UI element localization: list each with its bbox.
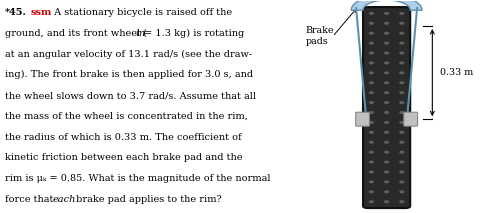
Circle shape <box>369 171 373 173</box>
Circle shape <box>369 122 373 123</box>
Circle shape <box>385 52 388 54</box>
Circle shape <box>369 161 373 163</box>
Circle shape <box>369 42 373 44</box>
Text: the radius of which is 0.33 m. The coefficient of: the radius of which is 0.33 m. The coeff… <box>4 132 241 141</box>
Polygon shape <box>351 0 422 10</box>
Text: ssm: ssm <box>30 8 52 17</box>
Circle shape <box>369 191 373 193</box>
Circle shape <box>385 132 388 133</box>
Circle shape <box>385 102 388 103</box>
FancyBboxPatch shape <box>404 112 418 126</box>
Circle shape <box>385 32 388 34</box>
Circle shape <box>369 82 373 83</box>
Circle shape <box>400 112 404 113</box>
Text: = 1.3 kg) is rotating: = 1.3 kg) is rotating <box>141 29 244 38</box>
Circle shape <box>369 52 373 54</box>
Circle shape <box>369 102 373 103</box>
Circle shape <box>385 23 388 24</box>
Text: force that: force that <box>4 195 56 204</box>
Circle shape <box>385 151 388 153</box>
Circle shape <box>385 201 388 203</box>
FancyBboxPatch shape <box>355 112 369 126</box>
Circle shape <box>400 32 404 34</box>
Circle shape <box>400 181 404 183</box>
Text: brake pad applies to the rim?: brake pad applies to the rim? <box>73 195 222 204</box>
Circle shape <box>385 112 388 113</box>
Circle shape <box>400 42 404 44</box>
Circle shape <box>369 112 373 113</box>
Circle shape <box>400 13 404 14</box>
Circle shape <box>400 72 404 74</box>
Circle shape <box>385 72 388 74</box>
Circle shape <box>369 151 373 153</box>
Text: kinetic friction between each brake pad and the: kinetic friction between each brake pad … <box>4 153 242 162</box>
Circle shape <box>385 122 388 123</box>
Circle shape <box>369 201 373 203</box>
Circle shape <box>400 122 404 123</box>
Text: the wheel slows down to 3.7 rad/s. Assume that all: the wheel slows down to 3.7 rad/s. Assum… <box>4 91 256 100</box>
Circle shape <box>385 181 388 183</box>
Circle shape <box>369 92 373 94</box>
Circle shape <box>369 62 373 64</box>
Text: 0.33 m: 0.33 m <box>440 68 473 77</box>
Circle shape <box>369 141 373 143</box>
Circle shape <box>400 132 404 133</box>
Text: ing). The front brake is then applied for 3.0 s, and: ing). The front brake is then applied fo… <box>4 70 253 79</box>
Circle shape <box>385 62 388 64</box>
Circle shape <box>369 13 373 14</box>
Circle shape <box>400 23 404 24</box>
Circle shape <box>400 92 404 94</box>
Circle shape <box>400 161 404 163</box>
Circle shape <box>369 32 373 34</box>
Circle shape <box>400 191 404 193</box>
Circle shape <box>400 52 404 54</box>
Circle shape <box>369 72 373 74</box>
Text: each: each <box>52 195 76 204</box>
Circle shape <box>369 132 373 133</box>
Circle shape <box>400 62 404 64</box>
Text: A stationary bicycle is raised off the: A stationary bicycle is raised off the <box>51 8 232 17</box>
Circle shape <box>385 161 388 163</box>
Circle shape <box>400 201 404 203</box>
Circle shape <box>385 92 388 94</box>
Circle shape <box>400 141 404 143</box>
Circle shape <box>400 151 404 153</box>
Circle shape <box>400 171 404 173</box>
Circle shape <box>400 102 404 103</box>
Circle shape <box>369 23 373 24</box>
Circle shape <box>369 181 373 183</box>
Text: Brake
pads: Brake pads <box>306 26 334 46</box>
Circle shape <box>385 13 388 14</box>
Circle shape <box>385 171 388 173</box>
Circle shape <box>385 191 388 193</box>
Text: *45.: *45. <box>4 8 27 17</box>
Circle shape <box>385 42 388 44</box>
Circle shape <box>400 82 404 83</box>
Text: at an angular velocity of 13.1 rad/s (see the draw-: at an angular velocity of 13.1 rad/s (se… <box>4 50 252 59</box>
Circle shape <box>385 141 388 143</box>
Text: ground, and its front wheel (: ground, and its front wheel ( <box>4 29 147 38</box>
Text: m: m <box>135 29 144 38</box>
Text: the mass of the wheel is concentrated in the rim,: the mass of the wheel is concentrated in… <box>4 112 247 121</box>
Text: rim is μₖ = 0.85. What is the magnitude of the normal: rim is μₖ = 0.85. What is the magnitude … <box>4 174 270 183</box>
FancyBboxPatch shape <box>363 7 410 208</box>
Circle shape <box>385 82 388 83</box>
